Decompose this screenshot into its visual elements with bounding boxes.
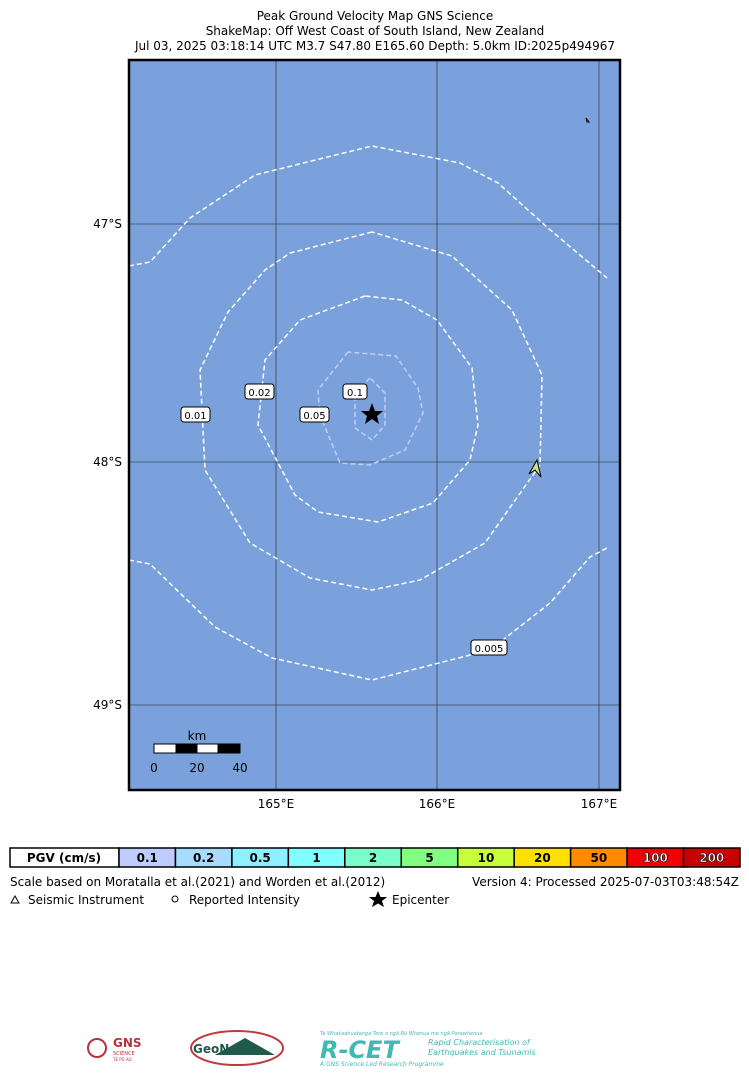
title-line: Jul 03, 2025 03:18:14 UTC M3.7 S47.80 E1… bbox=[134, 39, 615, 53]
legend-label: 0.5 bbox=[250, 851, 271, 865]
legend-label: 0.2 bbox=[193, 851, 214, 865]
logo-text: A GNS Science Led Research Programme bbox=[319, 1061, 444, 1068]
title-line: ShakeMap: Off West Coast of South Island… bbox=[206, 24, 545, 38]
key-item: Epicenter bbox=[392, 893, 449, 907]
instrument-icon bbox=[10, 894, 20, 904]
legend-label: 10 bbox=[478, 851, 495, 865]
logo-text: Earthquakes and Tsunamis bbox=[428, 1048, 536, 1057]
scale-tick: 20 bbox=[189, 761, 204, 775]
lat-label: 47°S bbox=[93, 217, 122, 231]
logos: GNS SCIENCE TE PŪ AO GeoNet Te Whakaahua… bbox=[87, 1030, 536, 1068]
legend-title: PGV (cm/s) bbox=[27, 851, 101, 865]
legend-label: 5 bbox=[425, 851, 433, 865]
contour bbox=[317, 351, 424, 466]
legend-label: 50 bbox=[591, 851, 608, 865]
contour bbox=[354, 376, 386, 442]
legend-cell bbox=[682, 847, 741, 868]
logo-text: SCIENCE bbox=[113, 1051, 135, 1057]
logo-text: GNS bbox=[113, 1036, 142, 1050]
logo-text: Te Whakaahuatanga Tere o ngā Rū Whenua m… bbox=[320, 1031, 482, 1037]
title-line: Peak Ground Velocity Map GNS Science bbox=[257, 9, 494, 23]
key-item: Seismic Instrument bbox=[28, 893, 144, 907]
ocean bbox=[129, 60, 620, 790]
lat-label: 49°S bbox=[93, 698, 122, 712]
contour-label: 0.01 bbox=[184, 411, 206, 422]
legend-label: 100 bbox=[643, 851, 668, 865]
contour-label: 0.02 bbox=[248, 388, 270, 399]
logo-text: TE PŪ AO bbox=[112, 1057, 132, 1062]
contour bbox=[199, 231, 543, 591]
legend-label: 1 bbox=[312, 851, 320, 865]
lat-label: 48°S bbox=[93, 455, 122, 469]
legend-label: 0.1 bbox=[137, 851, 158, 865]
contour-label: 0.05 bbox=[303, 411, 325, 422]
island bbox=[528, 458, 542, 478]
lon-label: 167°E bbox=[581, 797, 618, 811]
lon-label: 166°E bbox=[419, 797, 456, 811]
contour bbox=[128, 547, 608, 681]
lon-label: 165°E bbox=[258, 797, 295, 811]
legend-label: 20 bbox=[534, 851, 551, 865]
note: Scale based on Moratalla et al.(2021) an… bbox=[10, 875, 385, 889]
map: 0.01 0.02 0.05 0.1 0.005 km 0 20 40 47°S… bbox=[93, 58, 622, 811]
contour bbox=[128, 145, 608, 279]
legend-label: 2 bbox=[369, 851, 377, 865]
scale-tick: 0 bbox=[150, 761, 158, 775]
contour-label: 0.1 bbox=[347, 388, 363, 399]
scale-bar: km 0 20 40 bbox=[150, 729, 247, 775]
logo-text: Rapid Characterisation of bbox=[428, 1038, 531, 1047]
intensity-icon bbox=[171, 895, 179, 903]
scale-tick: 40 bbox=[232, 761, 247, 775]
logo-text: GeoNet bbox=[193, 1042, 243, 1056]
pgv-legend: PGV (cm/s) 0.1 0.2 0.5 1 2 5 10 20 50 100 200 bbox=[9, 847, 741, 868]
contour bbox=[257, 295, 479, 523]
scale-unit: km bbox=[188, 729, 207, 743]
logo-text: R-CET bbox=[320, 1036, 400, 1064]
island bbox=[585, 117, 590, 123]
epicenter bbox=[361, 403, 383, 424]
legend-label: 200 bbox=[699, 851, 724, 865]
key-item: Reported Intensity bbox=[189, 893, 300, 907]
map-frame bbox=[127, 58, 622, 792]
epicenter-icon bbox=[369, 891, 387, 907]
contour-label: 0.005 bbox=[475, 644, 504, 655]
contour-labels: 0.01 0.02 0.05 0.1 0.005 bbox=[180, 383, 508, 656]
note: Version 4: Processed 2025-07-03T03:48:54… bbox=[472, 875, 739, 889]
